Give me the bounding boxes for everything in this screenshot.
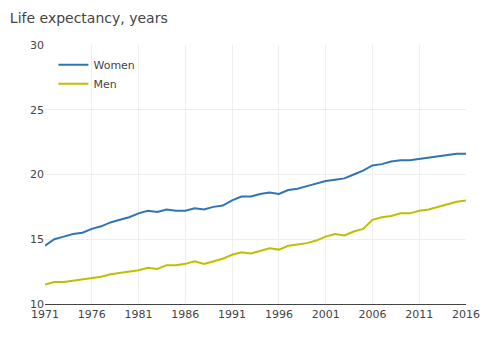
svg-text:10: 10 <box>30 298 44 311</box>
svg-text:Men: Men <box>93 78 116 91</box>
svg-text:Life expectancy, years: Life expectancy, years <box>10 10 168 26</box>
svg-text:1981: 1981 <box>125 308 153 321</box>
svg-text:Women: Women <box>93 59 134 72</box>
svg-text:1986: 1986 <box>171 308 199 321</box>
svg-text:2006: 2006 <box>358 308 386 321</box>
svg-text:1996: 1996 <box>265 308 293 321</box>
svg-text:1971: 1971 <box>31 308 59 321</box>
svg-text:30: 30 <box>30 39 44 52</box>
svg-text:2011: 2011 <box>405 308 433 321</box>
svg-text:15: 15 <box>30 233 44 246</box>
svg-text:2016: 2016 <box>452 308 480 321</box>
svg-text:20: 20 <box>30 168 44 181</box>
svg-text:1976: 1976 <box>78 308 106 321</box>
svg-text:1991: 1991 <box>218 308 246 321</box>
svg-text:2001: 2001 <box>312 308 340 321</box>
svg-text:25: 25 <box>30 104 44 117</box>
